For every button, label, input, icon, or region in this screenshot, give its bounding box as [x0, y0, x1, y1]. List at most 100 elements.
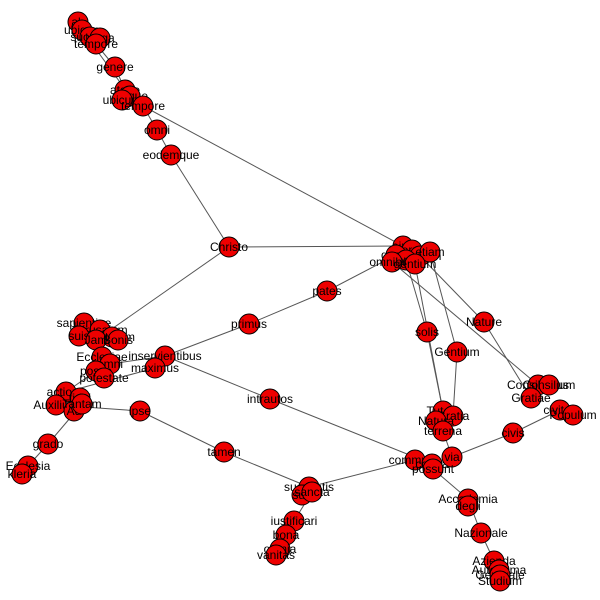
- node-label: ipse: [129, 404, 151, 418]
- graph-node: possunt: [412, 458, 455, 480]
- graph-node: tempore: [74, 33, 118, 55]
- graph-node: solis: [415, 321, 439, 343]
- graph-node: primus: [231, 313, 267, 335]
- node-label: omni: [144, 123, 170, 137]
- graph-node: maximus: [131, 357, 179, 379]
- node-circle: [316, 280, 338, 302]
- graph-node: Tantam: [62, 393, 102, 415]
- node-label: gentium: [394, 257, 437, 271]
- node-circle: [446, 341, 468, 363]
- node-label: iustificari: [271, 514, 318, 528]
- node-circle: [213, 441, 235, 463]
- node-label: primus: [231, 317, 267, 331]
- node-label: potestate: [79, 371, 129, 385]
- node-label: Nature: [466, 315, 502, 329]
- graph-edge: [164, 323, 250, 357]
- graph-node: Gratiae: [511, 387, 551, 409]
- node-label: Gratiae: [511, 391, 551, 405]
- node-circle: [11, 463, 33, 485]
- graph-edge: [451, 432, 514, 458]
- graph-node: via: [441, 446, 463, 468]
- node-label: civis: [501, 426, 524, 440]
- graph-node: potestate: [79, 367, 129, 389]
- node-label: solis: [415, 325, 439, 339]
- node-circle: [381, 251, 403, 273]
- node-circle: [419, 241, 441, 263]
- graph-node: omni: [144, 119, 170, 141]
- graph-node: gentium: [394, 253, 437, 275]
- node-label: tamen: [207, 445, 240, 459]
- node-circle: [432, 420, 454, 442]
- node-circle: [160, 144, 182, 166]
- node-label: omnibus: [369, 255, 414, 269]
- node-circle: [473, 311, 495, 333]
- node-label: grado: [33, 437, 64, 451]
- graph-node: vanitas: [257, 544, 295, 566]
- graph-edge: [483, 321, 532, 399]
- graph-node: pates: [312, 280, 342, 302]
- graph-node: degli: [455, 495, 481, 517]
- node-label: intrautos: [247, 392, 293, 406]
- node-circle: [416, 321, 438, 343]
- graph-node: sancta: [294, 481, 330, 503]
- node-circle: [85, 33, 107, 55]
- node-circle: [562, 404, 584, 426]
- graph-node: grado: [33, 433, 64, 455]
- node-label: Nazionale: [454, 526, 508, 540]
- node-label: Christo: [210, 240, 248, 254]
- graph-node: ipse: [129, 400, 151, 422]
- node-circle: [538, 374, 560, 396]
- graph-node: omnibus: [369, 251, 415, 273]
- node-circle: [37, 433, 59, 455]
- node-label: Consilium: [523, 378, 576, 392]
- graph-node: suis: [68, 325, 90, 347]
- graph-node: Nazionale: [454, 522, 508, 544]
- graph-edge: [391, 261, 539, 386]
- node-label: vanitas: [257, 548, 295, 562]
- node-label: Populum: [549, 408, 596, 422]
- node-circle: [218, 236, 240, 258]
- node-label: possunt: [412, 462, 455, 476]
- node-label: ubicum: [103, 93, 142, 107]
- node-circle: [441, 446, 463, 468]
- graph-node: intrautos: [247, 388, 293, 410]
- graph-edge: [308, 459, 416, 488]
- node-label: Bonis: [103, 333, 133, 347]
- node-circle: [144, 357, 166, 379]
- node-circle: [129, 400, 151, 422]
- graph-node: tempore: [121, 95, 165, 117]
- node-label: kleria: [8, 467, 37, 481]
- graph-node: Christo: [210, 236, 248, 258]
- node-label: tempore: [121, 99, 165, 113]
- graph-node: Bonis: [103, 329, 133, 351]
- node-circle: [111, 89, 133, 111]
- graph-node: terrena: [424, 420, 462, 442]
- node-circle: [238, 313, 260, 335]
- node-circle: [265, 544, 287, 566]
- node-label: terrena: [424, 424, 462, 438]
- node-circle: [301, 481, 323, 503]
- node-label: Gentium: [434, 345, 479, 359]
- graph-edge: [429, 251, 458, 353]
- node-circle: [259, 388, 281, 410]
- graph-node: Studium: [478, 570, 522, 592]
- node-label: maximus: [131, 361, 179, 375]
- node-label: bona: [273, 528, 300, 542]
- node-circle: [71, 393, 93, 415]
- node-circle: [489, 570, 511, 592]
- node-label: suis: [68, 329, 89, 343]
- graph-nodes: abubiquesuoquelongatemporegenereatqueubi…: [6, 11, 597, 592]
- graph-edge: [419, 255, 485, 323]
- node-circle: [470, 522, 492, 544]
- graph-node: etiam: [415, 241, 445, 263]
- node-label: via: [444, 450, 460, 464]
- graph-edge: [170, 154, 230, 248]
- graph-edge: [269, 398, 433, 465]
- graph-node: Consilium: [523, 374, 576, 396]
- graph-edge: [139, 410, 225, 453]
- graph-node: Nature: [466, 311, 502, 333]
- graph-node: kleria: [8, 463, 37, 485]
- node-label: eodemque: [143, 148, 200, 162]
- node-circle: [502, 422, 524, 444]
- node-label: tempore: [74, 37, 118, 51]
